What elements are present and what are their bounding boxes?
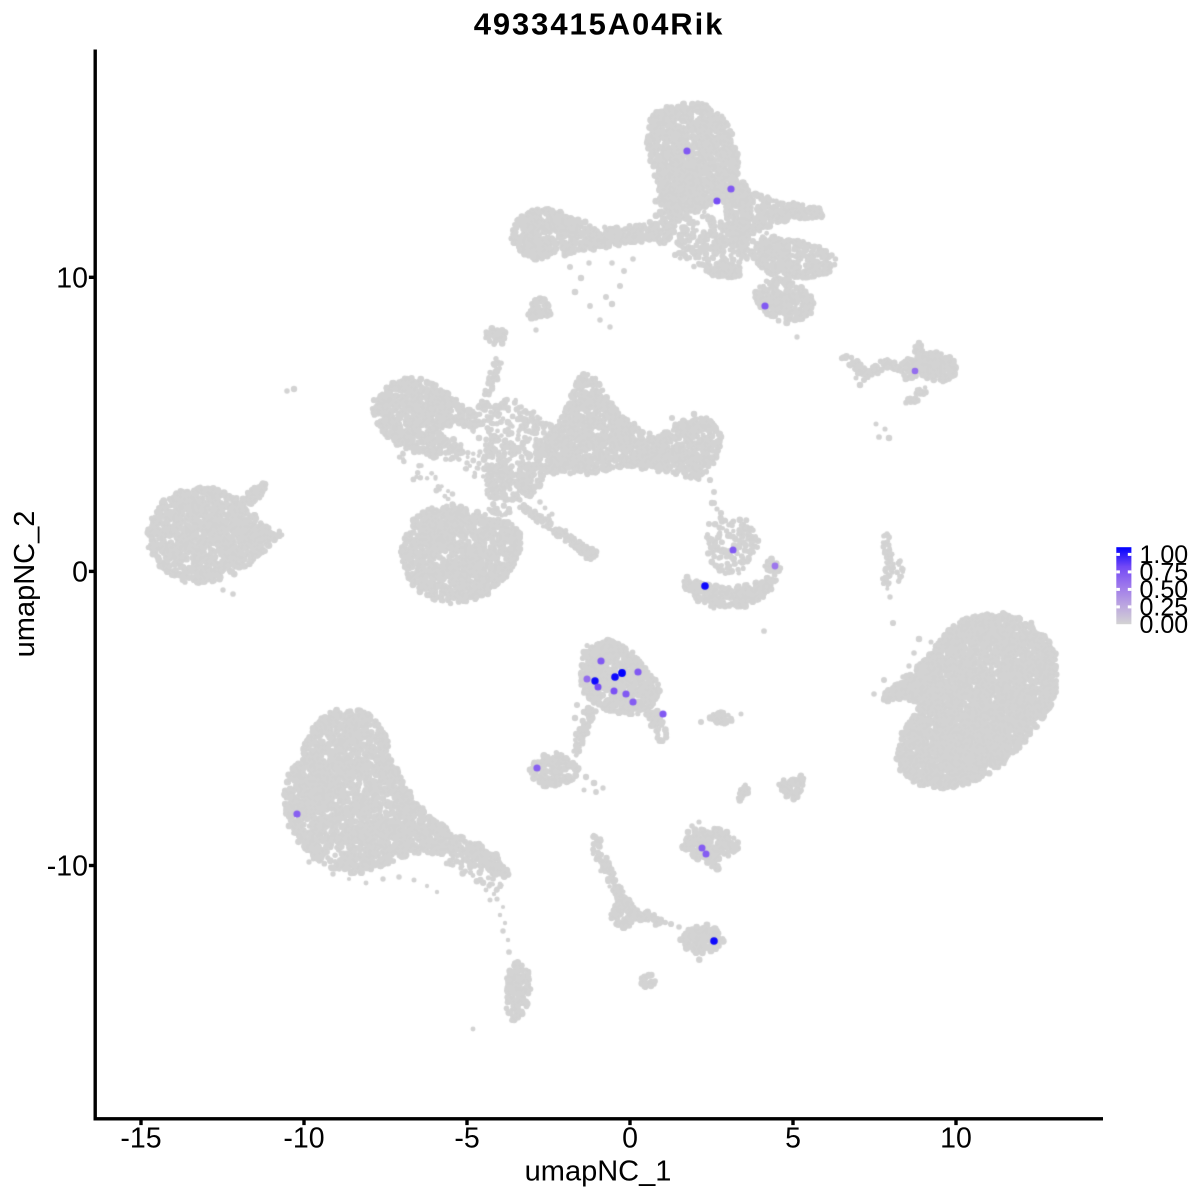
svg-text:-10: -10 xyxy=(47,851,88,883)
svg-text:0.00: 0.00 xyxy=(1140,611,1189,639)
svg-text:0: 0 xyxy=(622,1123,638,1155)
svg-text:1.00: 1.00 xyxy=(1140,541,1189,569)
svg-text:4933415A04Rik: 4933415A04Rik xyxy=(474,7,725,42)
svg-text:-10: -10 xyxy=(283,1123,324,1155)
svg-text:5: 5 xyxy=(785,1123,801,1155)
svg-text:0: 0 xyxy=(72,557,88,589)
svg-text:-5: -5 xyxy=(454,1123,479,1155)
svg-text:0.75: 0.75 xyxy=(1140,559,1189,587)
svg-text:0.50: 0.50 xyxy=(1140,576,1189,604)
svg-text:0.25: 0.25 xyxy=(1140,594,1189,622)
svg-text:-15: -15 xyxy=(120,1123,161,1155)
svg-text:umapNC_2: umapNC_2 xyxy=(9,511,41,658)
svg-text:umapNC_1: umapNC_1 xyxy=(525,1156,672,1188)
svg-text:10: 10 xyxy=(940,1123,972,1155)
svg-text:10: 10 xyxy=(56,263,88,295)
